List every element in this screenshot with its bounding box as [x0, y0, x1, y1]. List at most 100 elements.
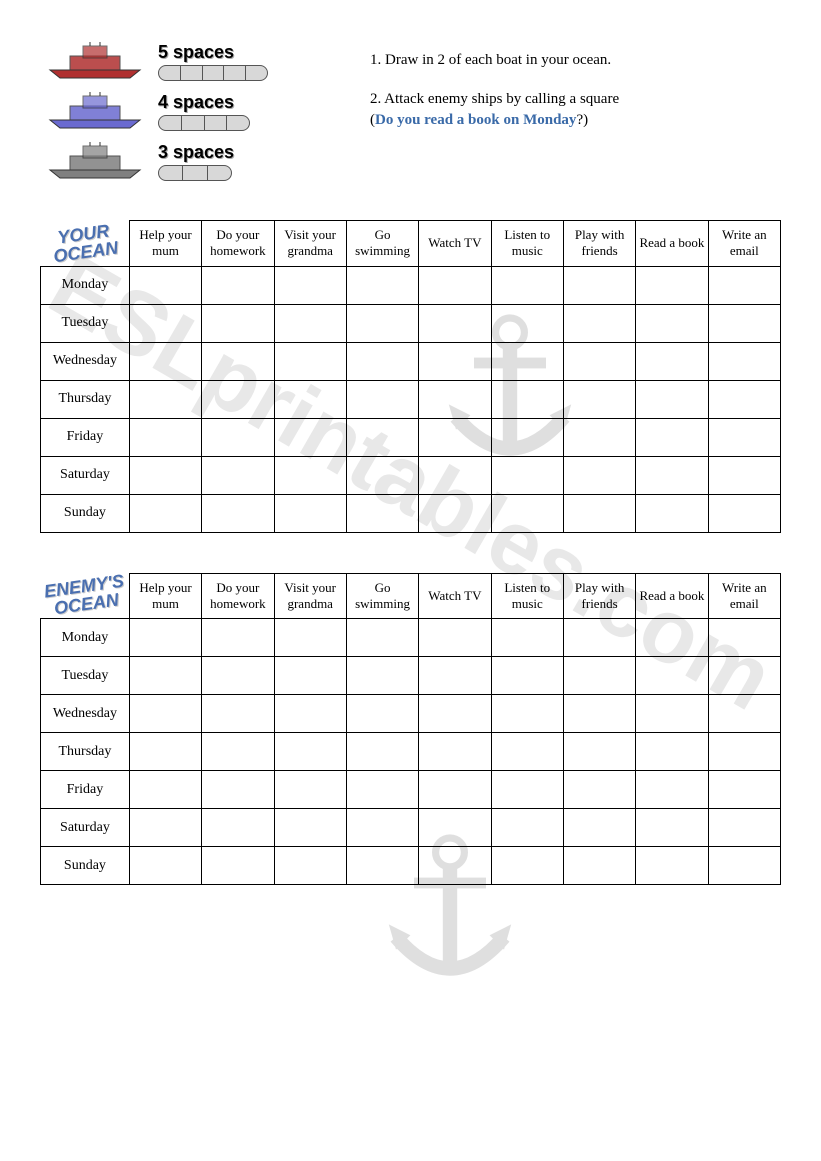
grid-cell[interactable] — [274, 304, 346, 342]
grid-cell[interactable] — [636, 657, 708, 695]
grid-cell[interactable] — [708, 695, 780, 733]
grid-cell[interactable] — [129, 304, 201, 342]
grid-cell[interactable] — [202, 657, 274, 695]
grid-cell[interactable] — [274, 695, 346, 733]
grid-cell[interactable] — [636, 266, 708, 304]
grid-cell[interactable] — [346, 418, 418, 456]
grid-cell[interactable] — [563, 771, 635, 809]
grid-cell[interactable] — [419, 418, 491, 456]
grid-cell[interactable] — [346, 342, 418, 380]
grid-cell[interactable] — [708, 657, 780, 695]
grid-cell[interactable] — [274, 733, 346, 771]
grid-cell[interactable] — [346, 733, 418, 771]
grid-cell[interactable] — [419, 809, 491, 847]
grid-cell[interactable] — [708, 456, 780, 494]
grid-cell[interactable] — [636, 809, 708, 847]
grid-cell[interactable] — [419, 456, 491, 494]
grid-cell[interactable] — [202, 494, 274, 532]
grid-cell[interactable] — [129, 342, 201, 380]
grid-cell[interactable] — [129, 380, 201, 418]
grid-cell[interactable] — [491, 695, 563, 733]
grid-cell[interactable] — [491, 456, 563, 494]
grid-cell[interactable] — [129, 456, 201, 494]
grid-cell[interactable] — [274, 266, 346, 304]
grid-cell[interactable] — [202, 418, 274, 456]
grid-cell[interactable] — [636, 733, 708, 771]
grid-cell[interactable] — [129, 619, 201, 657]
grid-cell[interactable] — [491, 494, 563, 532]
grid-cell[interactable] — [636, 847, 708, 885]
grid-cell[interactable] — [708, 418, 780, 456]
grid-cell[interactable] — [636, 380, 708, 418]
grid-cell[interactable] — [129, 494, 201, 532]
grid-cell[interactable] — [129, 657, 201, 695]
grid-cell[interactable] — [708, 619, 780, 657]
grid-cell[interactable] — [491, 771, 563, 809]
grid-cell[interactable] — [636, 342, 708, 380]
grid-cell[interactable] — [274, 847, 346, 885]
grid-cell[interactable] — [563, 494, 635, 532]
grid-cell[interactable] — [419, 380, 491, 418]
grid-cell[interactable] — [202, 733, 274, 771]
grid-cell[interactable] — [346, 304, 418, 342]
grid-cell[interactable] — [708, 266, 780, 304]
grid-cell[interactable] — [202, 619, 274, 657]
grid-cell[interactable] — [129, 418, 201, 456]
grid-cell[interactable] — [708, 847, 780, 885]
grid-cell[interactable] — [202, 266, 274, 304]
grid-cell[interactable] — [129, 771, 201, 809]
grid-cell[interactable] — [563, 456, 635, 494]
grid-cell[interactable] — [636, 418, 708, 456]
grid-cell[interactable] — [491, 847, 563, 885]
grid-cell[interactable] — [274, 380, 346, 418]
grid-cell[interactable] — [563, 619, 635, 657]
grid-cell[interactable] — [708, 809, 780, 847]
grid-cell[interactable] — [563, 847, 635, 885]
grid-cell[interactable] — [202, 695, 274, 733]
grid-cell[interactable] — [491, 619, 563, 657]
grid-cell[interactable] — [708, 304, 780, 342]
grid-cell[interactable] — [202, 809, 274, 847]
grid-cell[interactable] — [419, 266, 491, 304]
grid-cell[interactable] — [563, 657, 635, 695]
grid-cell[interactable] — [129, 266, 201, 304]
grid-cell[interactable] — [274, 809, 346, 847]
grid-cell[interactable] — [563, 380, 635, 418]
grid-cell[interactable] — [346, 847, 418, 885]
grid-cell[interactable] — [563, 695, 635, 733]
grid-cell[interactable] — [491, 733, 563, 771]
grid-cell[interactable] — [636, 456, 708, 494]
grid-cell[interactable] — [274, 456, 346, 494]
grid-cell[interactable] — [346, 619, 418, 657]
grid-cell[interactable] — [491, 304, 563, 342]
grid-cell[interactable] — [346, 657, 418, 695]
grid-cell[interactable] — [202, 456, 274, 494]
grid-cell[interactable] — [202, 771, 274, 809]
grid-cell[interactable] — [491, 657, 563, 695]
grid-cell[interactable] — [419, 619, 491, 657]
grid-cell[interactable] — [563, 304, 635, 342]
grid-cell[interactable] — [129, 809, 201, 847]
grid-cell[interactable] — [563, 342, 635, 380]
grid-cell[interactable] — [129, 733, 201, 771]
grid-cell[interactable] — [419, 771, 491, 809]
grid-cell[interactable] — [491, 380, 563, 418]
grid-cell[interactable] — [419, 733, 491, 771]
grid-cell[interactable] — [346, 456, 418, 494]
grid-cell[interactable] — [419, 657, 491, 695]
grid-cell[interactable] — [419, 342, 491, 380]
grid-cell[interactable] — [563, 418, 635, 456]
grid-cell[interactable] — [636, 619, 708, 657]
grid-cell[interactable] — [346, 266, 418, 304]
grid-cell[interactable] — [202, 380, 274, 418]
grid-cell[interactable] — [708, 733, 780, 771]
grid-cell[interactable] — [274, 657, 346, 695]
grid-cell[interactable] — [346, 695, 418, 733]
grid-cell[interactable] — [346, 771, 418, 809]
grid-cell[interactable] — [491, 809, 563, 847]
grid-cell[interactable] — [346, 809, 418, 847]
grid-cell[interactable] — [636, 695, 708, 733]
grid-cell[interactable] — [491, 266, 563, 304]
grid-cell[interactable] — [419, 304, 491, 342]
grid-cell[interactable] — [563, 266, 635, 304]
